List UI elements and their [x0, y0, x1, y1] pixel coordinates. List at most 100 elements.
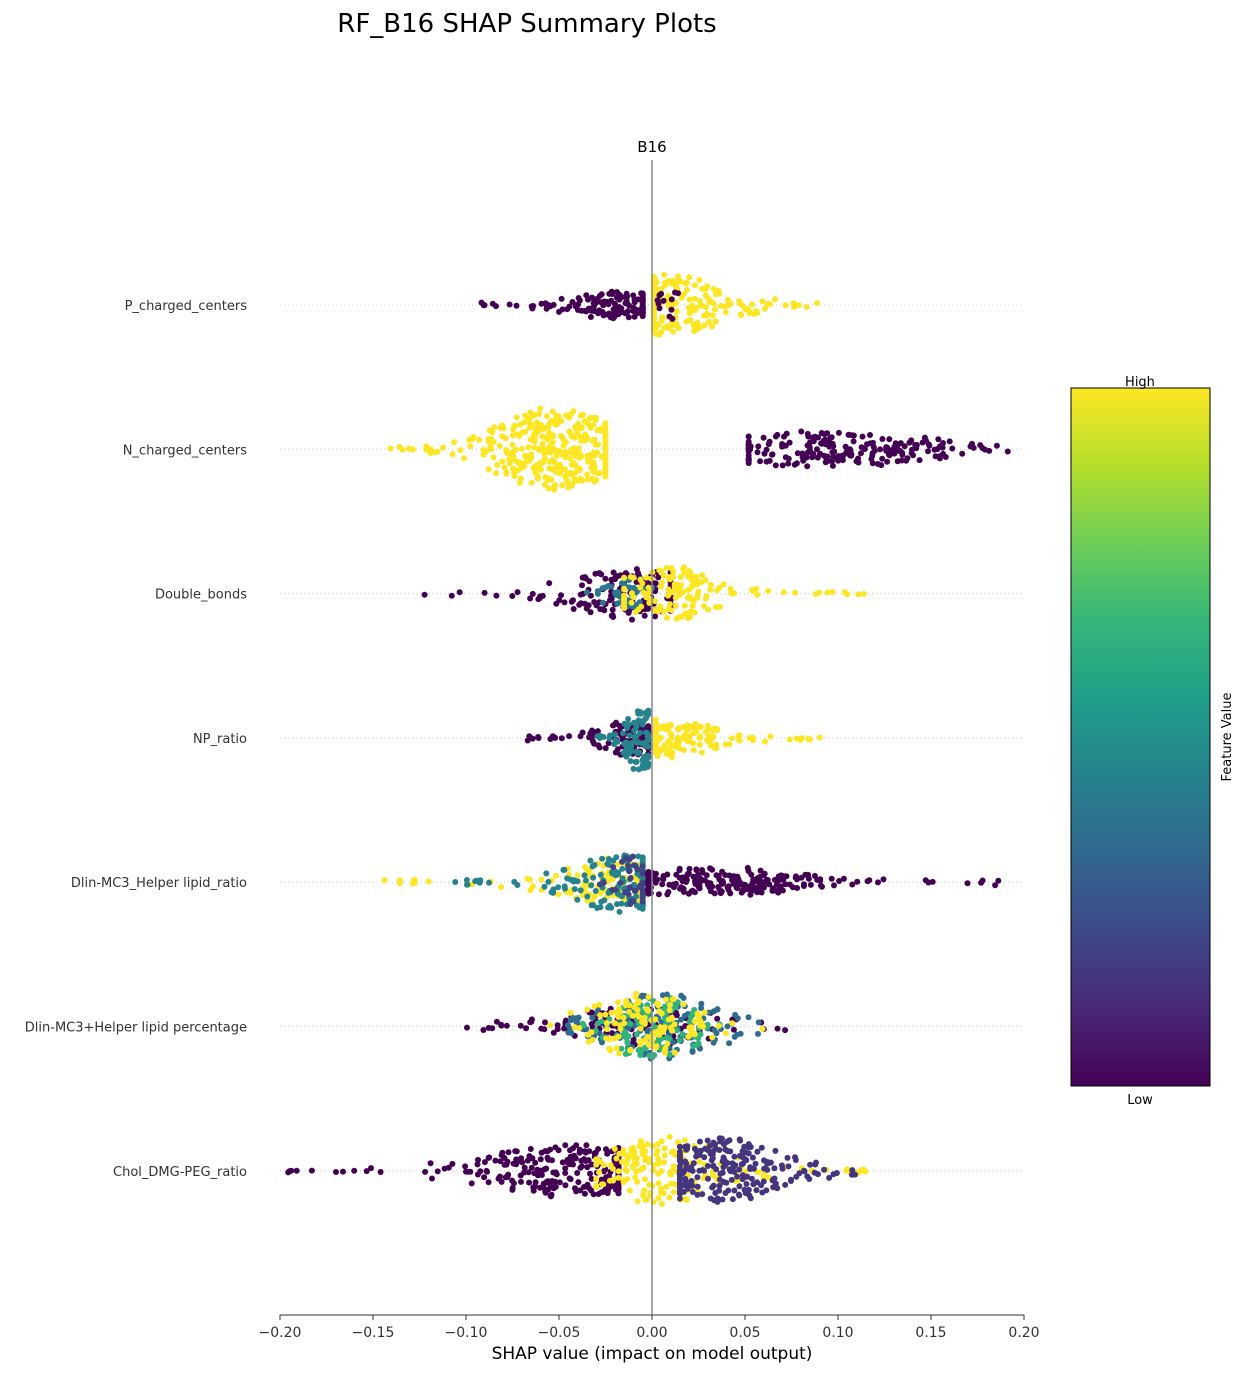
- shap-point: [793, 875, 800, 882]
- shap-point: [798, 874, 805, 881]
- shap-point: [577, 451, 584, 458]
- shap-point: [925, 448, 931, 455]
- shap-point: [737, 1030, 744, 1037]
- feature-label: NP_ratio: [193, 732, 247, 747]
- shap-point: [583, 589, 590, 596]
- shap-point: [658, 285, 665, 292]
- shap-point: [510, 453, 517, 460]
- shap-point: [574, 896, 581, 903]
- shap-point: [672, 594, 679, 601]
- shap-point: [588, 464, 595, 471]
- shap-point: [618, 900, 625, 907]
- shap-point: [676, 1179, 683, 1186]
- shap-point: [559, 434, 566, 441]
- shap-point: [527, 595, 534, 602]
- shap-point: [661, 1152, 668, 1159]
- shap-point: [646, 1052, 653, 1059]
- shap-point: [757, 867, 764, 874]
- shap-point: [880, 876, 887, 883]
- shap-point: [605, 740, 612, 747]
- shap-point: [538, 1167, 545, 1174]
- shap-point: [691, 295, 698, 302]
- shap-point: [546, 465, 553, 472]
- shap-point: [867, 432, 873, 438]
- shap-point: [693, 1147, 700, 1154]
- shap-point: [864, 441, 870, 448]
- shap-point: [655, 748, 662, 755]
- shap-point: [761, 450, 768, 457]
- shap-point: [598, 453, 605, 460]
- shap-point: [518, 445, 525, 452]
- shap-point: [474, 1161, 481, 1168]
- shap-point: [571, 886, 578, 893]
- shap-point: [707, 581, 714, 588]
- shap-point: [642, 1196, 649, 1203]
- shap-point: [707, 586, 714, 593]
- shap-point: [800, 883, 807, 889]
- shap-point: [754, 1148, 761, 1155]
- shap-point: [816, 734, 823, 741]
- shap-point: [729, 1020, 736, 1027]
- shap-point: [745, 443, 752, 450]
- shap-point: [709, 312, 716, 319]
- shap-point: [694, 319, 701, 326]
- shap-point: [807, 881, 814, 888]
- shap-point: [712, 1190, 719, 1196]
- shap-point: [642, 709, 649, 716]
- shap-point: [680, 291, 687, 298]
- shap-point: [799, 454, 806, 461]
- shap-point: [662, 1003, 668, 1010]
- shap-point: [839, 457, 846, 464]
- shap-point: [645, 743, 652, 750]
- shap-point: [399, 446, 406, 453]
- shap-point: [717, 604, 723, 610]
- shap-point: [875, 879, 881, 886]
- shap-point: [492, 1157, 499, 1164]
- shap-point: [785, 460, 792, 467]
- shap-point: [758, 878, 765, 885]
- shap-point: [666, 1133, 673, 1140]
- shap-point: [632, 1174, 639, 1181]
- shap-point: [734, 1173, 741, 1180]
- shap-point: [645, 605, 651, 612]
- shap-point: [685, 726, 692, 733]
- shap-point: [627, 875, 634, 881]
- shap-point: [723, 1179, 730, 1186]
- shap-point: [689, 1010, 696, 1017]
- shap-point: [476, 436, 483, 443]
- shap-point: [643, 574, 650, 581]
- shap-point: [441, 1165, 448, 1172]
- shap-point: [550, 886, 557, 893]
- shap-point: [599, 599, 606, 606]
- feature-label: Double_bonds: [155, 588, 247, 603]
- shap-point: [598, 291, 605, 298]
- shap-point: [641, 612, 648, 619]
- shap-point: [634, 866, 641, 873]
- shap-point: [524, 453, 531, 460]
- shap-point: [774, 431, 781, 438]
- shap-point: [793, 460, 800, 467]
- shap-point: [783, 430, 790, 437]
- shap-point: [822, 459, 829, 466]
- shap-point: [659, 881, 666, 888]
- shap-point: [720, 581, 727, 588]
- shap-point: [590, 874, 597, 881]
- shap-point: [554, 1026, 561, 1033]
- shap-point: [509, 1177, 516, 1184]
- shap-point: [758, 1144, 765, 1151]
- shap-point: [767, 733, 774, 740]
- shap-point: [658, 1168, 665, 1175]
- shap-point: [652, 879, 659, 886]
- shap-point: [665, 575, 672, 582]
- shap-point: [634, 708, 641, 715]
- shap-point: [542, 1019, 548, 1026]
- shap-point: [686, 310, 693, 317]
- shap-point: [828, 434, 835, 441]
- shap-point: [522, 428, 529, 435]
- shap-point: [807, 736, 813, 743]
- shap-point: [727, 1148, 734, 1155]
- shap-point: [661, 1145, 668, 1152]
- shap-point: [667, 1001, 673, 1008]
- shap-point: [530, 1184, 537, 1191]
- shap-point: [624, 299, 630, 306]
